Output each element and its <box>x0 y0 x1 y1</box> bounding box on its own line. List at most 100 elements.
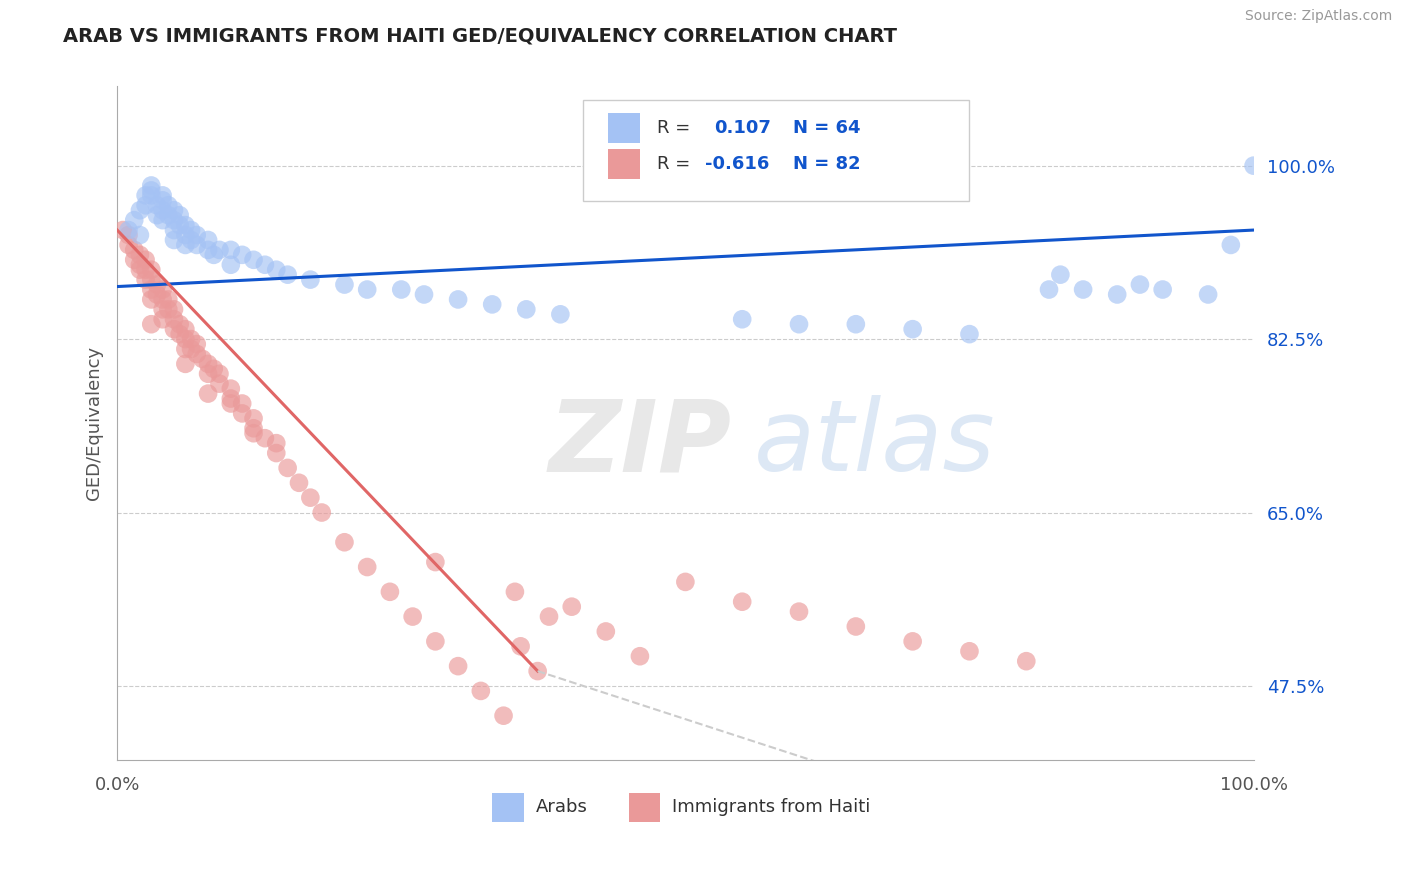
Point <box>731 312 754 326</box>
Point <box>595 624 617 639</box>
Point <box>389 283 412 297</box>
Point <box>180 233 202 247</box>
Point <box>253 258 276 272</box>
Point <box>277 268 299 282</box>
Point <box>959 327 981 342</box>
Text: atlas: atlas <box>754 395 995 492</box>
Point <box>447 659 470 673</box>
Point <box>311 506 333 520</box>
Point <box>447 293 470 307</box>
Point <box>117 227 139 242</box>
Point <box>537 609 560 624</box>
Bar <box>492 793 524 822</box>
Text: N = 64: N = 64 <box>793 120 860 137</box>
Point <box>253 431 276 445</box>
Point <box>180 342 202 356</box>
Point <box>152 312 174 326</box>
Bar <box>628 793 661 822</box>
Point <box>231 248 253 262</box>
Point <box>197 233 219 247</box>
Point <box>1015 654 1038 668</box>
Point <box>163 233 186 247</box>
Point <box>152 213 174 227</box>
Point <box>550 307 572 321</box>
Point <box>1107 287 1129 301</box>
Point <box>356 283 378 297</box>
Point <box>174 357 197 371</box>
Point <box>845 317 868 331</box>
Point <box>152 203 174 218</box>
Point <box>219 396 242 410</box>
Point <box>356 560 378 574</box>
Text: Arabs: Arabs <box>536 798 588 816</box>
Point <box>152 293 174 307</box>
Point <box>1219 238 1241 252</box>
Point <box>135 272 157 286</box>
Point <box>141 272 163 286</box>
Point <box>503 584 526 599</box>
Point <box>141 262 163 277</box>
Point <box>129 248 152 262</box>
Point <box>186 337 208 351</box>
Point <box>219 392 242 406</box>
Point <box>401 609 423 624</box>
Point <box>146 277 169 292</box>
Point <box>208 367 231 381</box>
Point <box>492 708 515 723</box>
Point <box>628 649 651 664</box>
Point <box>901 322 924 336</box>
Point <box>673 574 696 589</box>
Point <box>186 227 208 242</box>
Point <box>425 634 447 648</box>
Point <box>152 194 174 208</box>
Point <box>299 272 322 286</box>
Point <box>299 491 322 505</box>
Point <box>202 248 225 262</box>
Point <box>266 436 288 450</box>
Point <box>169 218 191 232</box>
Point <box>122 252 145 267</box>
Point <box>901 634 924 648</box>
Text: -0.616: -0.616 <box>704 155 769 173</box>
Point <box>141 183 163 197</box>
Point <box>146 198 169 212</box>
Y-axis label: GED/Equivalency: GED/Equivalency <box>86 346 103 500</box>
Point <box>509 640 531 654</box>
Point <box>122 213 145 227</box>
Point <box>425 555 447 569</box>
Point <box>169 317 191 331</box>
Point <box>157 198 180 212</box>
Text: Source: ZipAtlas.com: Source: ZipAtlas.com <box>1244 9 1392 23</box>
Point <box>163 322 186 336</box>
Point <box>470 684 492 698</box>
Point <box>242 426 264 441</box>
Point <box>135 188 157 202</box>
Point <box>515 302 537 317</box>
Point <box>163 203 186 218</box>
Point <box>561 599 583 614</box>
Point <box>197 367 219 381</box>
Text: N = 82: N = 82 <box>793 155 860 173</box>
Point <box>122 243 145 257</box>
Point <box>174 342 197 356</box>
Point <box>180 332 202 346</box>
Point <box>197 357 219 371</box>
Point <box>146 208 169 222</box>
Point <box>111 223 134 237</box>
Point <box>129 227 152 242</box>
Point <box>141 293 163 307</box>
Text: R =: R = <box>657 120 696 137</box>
Point <box>169 208 191 222</box>
Point <box>202 361 225 376</box>
Point <box>174 332 197 346</box>
Point <box>174 238 197 252</box>
Point <box>141 317 163 331</box>
Text: R =: R = <box>657 155 696 173</box>
Point <box>197 386 219 401</box>
Point <box>117 238 139 252</box>
FancyBboxPatch shape <box>583 100 970 201</box>
Point <box>242 411 264 425</box>
Point <box>1038 283 1060 297</box>
Point <box>208 376 231 391</box>
Point <box>157 293 180 307</box>
